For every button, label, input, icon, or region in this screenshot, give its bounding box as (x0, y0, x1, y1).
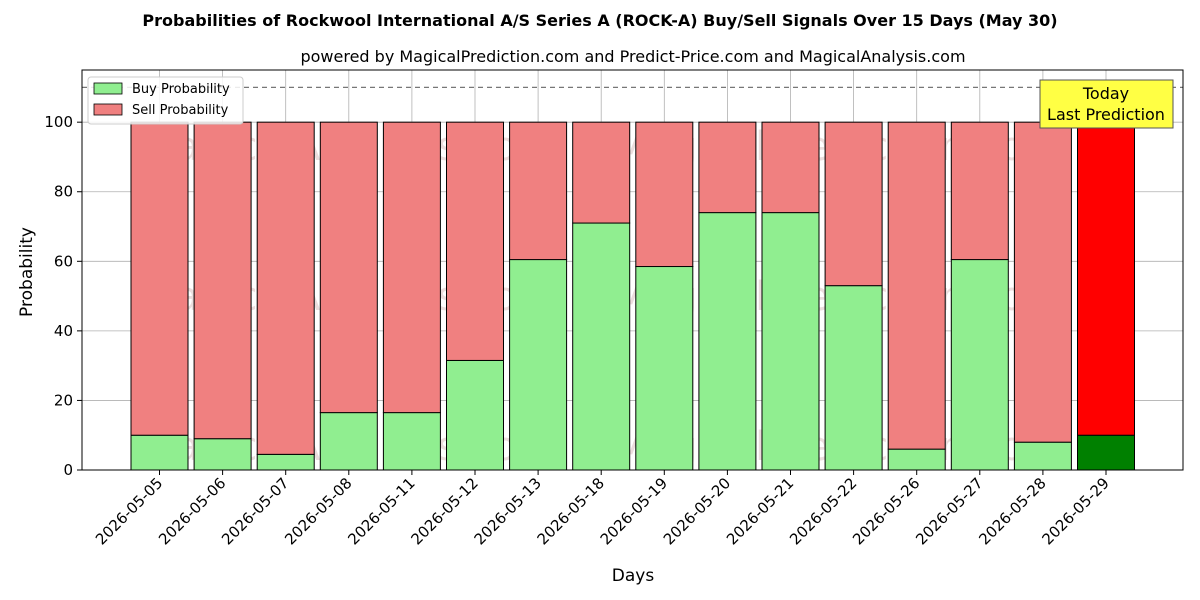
bar-buy (319, 412, 378, 471)
legend: Buy Probability Sell Probability (87, 76, 244, 125)
legend-label-sell: Sell Probability (132, 103, 229, 118)
bar-buy (950, 259, 1009, 471)
y-tick-label: 100 (44, 113, 73, 131)
bar-buy (761, 212, 820, 471)
bar-buy (635, 266, 694, 471)
bar-buy (1077, 434, 1135, 471)
x-tick-label: 2026-05-08 (281, 474, 355, 548)
bar-sell (130, 121, 189, 436)
x-tick-label: 2026-05-05 (92, 474, 166, 548)
legend-label-buy: Buy Probability (132, 82, 230, 97)
bar-buy (572, 222, 631, 471)
bar-sell (382, 121, 441, 414)
x-tick-label: 2026-05-06 (155, 474, 229, 548)
y-tick-label: 20 (54, 391, 73, 409)
annotation-line-1: Today (1082, 84, 1129, 103)
bar-buy (698, 212, 757, 471)
y-tick-label: 40 (54, 322, 73, 340)
bar-sell (193, 121, 252, 440)
bar-sell (698, 121, 757, 214)
x-axis-ticks: 2026-05-052026-05-062026-05-072026-05-08… (92, 470, 1113, 548)
x-tick-label: 2026-05-18 (534, 474, 608, 548)
y-axis-label: Probability (17, 227, 37, 317)
x-tick-label: 2026-05-13 (471, 474, 545, 548)
x-tick-label: 2026-05-26 (849, 474, 923, 548)
bar-buy (824, 285, 883, 471)
legend-swatch-buy (93, 82, 123, 95)
y-tick-label: 0 (63, 461, 73, 479)
x-tick-label: 2026-05-20 (660, 474, 734, 548)
legend-swatch-sell (93, 103, 123, 116)
y-tick-label: 60 (54, 252, 73, 270)
x-tick-label: 2026-05-11 (344, 474, 418, 548)
bar-sell (572, 121, 631, 224)
chart-title: Probabilities of Rockwool International … (142, 11, 1057, 30)
bar-buy (382, 412, 441, 471)
bar-buy (1013, 441, 1072, 471)
x-tick-label: 2026-05-19 (597, 474, 671, 548)
x-tick-label: 2026-05-28 (975, 474, 1049, 548)
x-tick-label: 2026-05-12 (407, 474, 481, 548)
legend-box (87, 76, 244, 125)
bar-sell (256, 121, 315, 455)
bar-sell (446, 121, 504, 361)
x-tick-label: 2026-05-27 (912, 474, 986, 548)
bars (130, 121, 1135, 471)
annotation-line-2: Last Prediction (1047, 105, 1165, 124)
x-tick-label: 2026-05-22 (786, 474, 860, 548)
bar-sell (887, 121, 946, 450)
annotation-today: Today Last Prediction (1039, 79, 1174, 129)
bar-buy (130, 434, 189, 471)
bar-sell (950, 121, 1009, 261)
y-axis-ticks: 0 20 40 60 80 100 (44, 113, 82, 479)
chart-subtitle: powered by MagicalPrediction.com and Pre… (300, 47, 965, 66)
x-tick-label: 2026-05-21 (723, 474, 797, 548)
bar-buy (256, 453, 315, 471)
bar-sell (1077, 121, 1135, 436)
bar-sell (824, 121, 883, 287)
annotation-box (1039, 79, 1174, 129)
y-tick-label: 80 (54, 183, 73, 201)
bar-sell (761, 121, 820, 214)
x-axis-label: Days (612, 566, 655, 586)
plot-frame (81, 69, 1184, 471)
bar-buy (887, 448, 946, 471)
bar-buy (193, 438, 252, 471)
x-tick-label: 2026-05-07 (218, 474, 292, 548)
bar-sell (1013, 121, 1072, 443)
bar-buy (446, 359, 504, 471)
bar-sell (635, 121, 694, 268)
bar-sell (509, 121, 568, 261)
x-tick-label: 2026-05-29 (1038, 474, 1112, 548)
bar-buy (509, 259, 568, 471)
bar-sell (319, 121, 378, 414)
